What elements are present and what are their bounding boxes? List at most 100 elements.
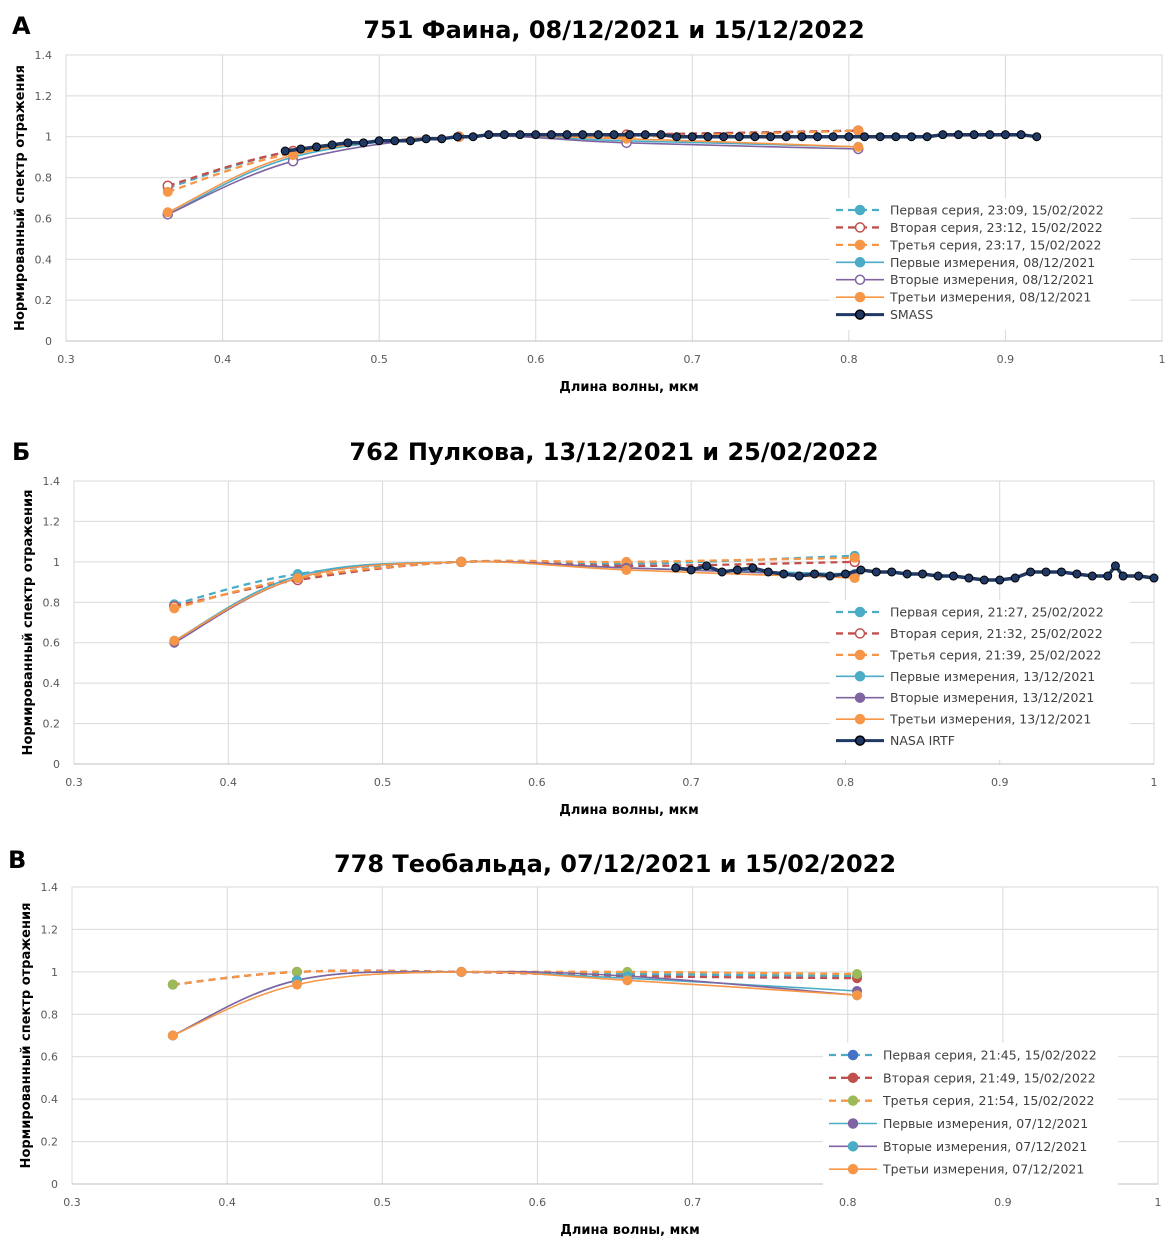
data-point	[1072, 569, 1082, 579]
legend-marker-swatch	[854, 628, 866, 639]
data-point	[167, 1030, 178, 1041]
data-point	[312, 142, 322, 152]
x-tick-label: 0.5	[374, 776, 392, 789]
data-point	[421, 134, 431, 144]
legend-marker-swatch	[847, 1141, 859, 1152]
data-point	[456, 966, 467, 977]
x-tick-label: 0.4	[220, 776, 238, 789]
data-point	[860, 132, 870, 142]
y-tick-label: 1.2	[35, 90, 53, 103]
data-point	[358, 138, 368, 148]
y-axis-label: Нормированный спектр отражения	[19, 903, 34, 1169]
data-point	[327, 140, 337, 150]
data-point	[856, 565, 866, 575]
data-point	[781, 132, 791, 142]
y-tick-label: 1.2	[41, 923, 59, 936]
data-point	[825, 571, 835, 581]
data-point	[844, 132, 854, 142]
legend-entry-label: Вторая серия, 21:32, 25/02/2022	[890, 626, 1103, 641]
y-tick-label: 0.8	[35, 172, 53, 185]
data-point	[280, 146, 290, 156]
series-line	[167, 129, 859, 193]
legend-entry-label: Первая серия, 21:27, 25/02/2022	[890, 605, 1104, 620]
panel-letter: Б	[12, 438, 30, 466]
legend-entry-label: Третьи измерения, 07/12/2021	[882, 1162, 1084, 1177]
data-point	[750, 132, 760, 142]
data-point	[621, 564, 632, 575]
data-point	[703, 132, 713, 142]
y-tick-label: 0.4	[41, 1093, 59, 1106]
legend-box	[830, 600, 1130, 760]
data-point	[840, 569, 850, 579]
legend-marker-swatch	[854, 735, 866, 746]
data-point	[374, 136, 384, 146]
data-point	[717, 567, 727, 577]
data-point	[686, 565, 696, 575]
data-point	[828, 132, 838, 142]
data-point	[702, 561, 712, 571]
data-point	[169, 635, 180, 646]
legend: Первая серия, 21:27, 25/02/2022 Вторая се…	[830, 600, 1130, 760]
data-point	[484, 130, 494, 140]
data-point	[948, 571, 958, 581]
data-point	[468, 132, 478, 142]
data-point	[405, 136, 415, 146]
data-point	[1032, 132, 1042, 142]
x-axis-label: Длина волны, мкм	[560, 1223, 699, 1238]
legend-entry-label: Первые измерения, 13/12/2021	[890, 669, 1095, 684]
data-point	[779, 569, 789, 579]
data-point	[969, 130, 979, 140]
y-tick-label: 0.6	[41, 1051, 59, 1064]
data-point	[871, 567, 881, 577]
data-point	[891, 132, 901, 142]
x-axis-label: Длина волны, мкм	[559, 380, 698, 395]
panel-letter: В	[8, 846, 26, 874]
data-point	[748, 563, 758, 573]
data-point	[922, 132, 932, 142]
x-tick-label: 0.6	[527, 353, 545, 366]
data-point	[1103, 571, 1113, 581]
legend-entry-label: Третья серия, 21:39, 25/02/2022	[889, 647, 1102, 662]
data-point	[964, 573, 974, 583]
legend-entry-label: Третья серия, 23:17, 15/02/2022	[889, 237, 1102, 252]
data-point	[852, 968, 863, 979]
y-tick-label: 0.8	[43, 596, 61, 609]
data-point	[162, 207, 173, 218]
chart-title: 751 Фаина, 08/12/2021 и 15/12/2022	[363, 16, 864, 44]
y-tick-label: 0.4	[35, 253, 53, 266]
y-tick-label: 1.2	[43, 515, 61, 528]
data-point	[938, 130, 948, 140]
y-tick-label: 0.4	[43, 677, 61, 690]
data-point	[985, 130, 995, 140]
data-point	[456, 556, 467, 567]
x-tick-label: 0.9	[994, 1196, 1012, 1209]
data-point	[562, 130, 572, 140]
data-point	[671, 563, 681, 573]
series-6	[169, 556, 860, 646]
x-tick-label: 1	[1151, 776, 1158, 789]
data-point	[343, 138, 353, 148]
data-point	[291, 966, 302, 977]
series-7	[671, 561, 1159, 585]
data-point	[732, 565, 742, 575]
x-tick-label: 0.4	[214, 353, 232, 366]
data-point	[546, 130, 556, 140]
legend-entry-label: Третьи измерения, 13/12/2021	[889, 712, 1091, 727]
data-point	[1087, 571, 1097, 581]
legend-box	[830, 198, 1130, 330]
legend-entry-label: Третья серия, 21:54, 15/02/2022	[882, 1093, 1095, 1108]
data-point	[531, 130, 541, 140]
y-tick-label: 0.2	[35, 294, 53, 307]
data-point	[1118, 571, 1128, 581]
chart-title: 762 Пулкова, 13/12/2021 и 25/02/2022	[349, 438, 878, 466]
y-tick-label: 1.4	[43, 475, 61, 488]
series-6	[167, 966, 863, 1041]
chart-title: 778 Теобальда, 07/12/2021 и 15/02/2022	[334, 850, 896, 878]
x-tick-label: 0.9	[997, 353, 1015, 366]
legend-entry-label: Первые измерения, 08/12/2021	[890, 255, 1095, 270]
data-point	[995, 575, 1005, 585]
y-axis-label: Нормированный спектр отражения	[13, 65, 28, 331]
data-point	[953, 130, 963, 140]
legend: Первая серия, 21:45, 15/02/2022 Вторая се…	[823, 1043, 1118, 1190]
